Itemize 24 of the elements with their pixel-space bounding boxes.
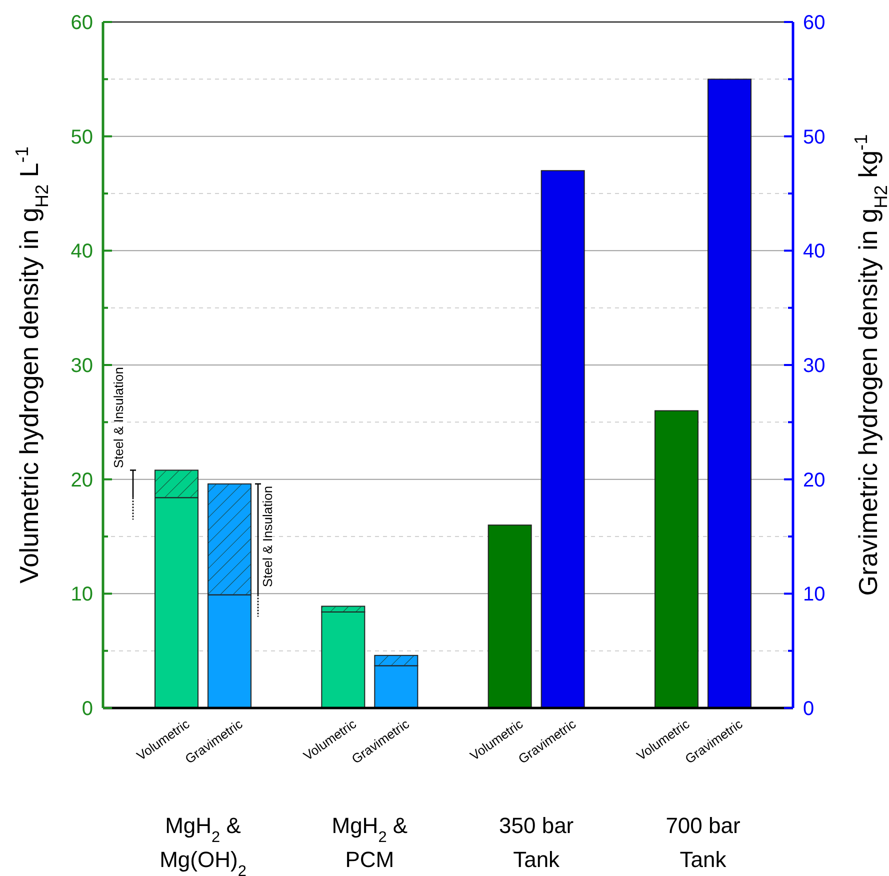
text: Steel & Insulation	[260, 486, 275, 588]
y2-tick-label: 20	[803, 469, 826, 492]
y2-tick-label: 30	[803, 355, 826, 377]
y2-tick-label: 50	[803, 126, 826, 148]
y-tick-label: 0	[82, 698, 93, 720]
bar	[654, 410, 698, 708]
bar	[540, 170, 585, 708]
x-tick-label: MgH$_{2}$ & Mg(OH)$_{2}$	[160, 813, 246, 876]
y-tick-label: 40	[70, 240, 93, 263]
bar	[708, 78, 752, 708]
x-tick-label: MgH$_{2}$ & PCM	[332, 813, 408, 872]
y2-tick-label: 40	[803, 240, 826, 263]
y-tick-label: 30	[70, 355, 93, 377]
y-tick-label: 50	[70, 126, 93, 148]
text: Steel & Insulation	[111, 367, 126, 468]
y-tick-label: 60	[70, 12, 93, 34]
bar	[488, 524, 532, 708]
y2-tick-label: 60	[803, 12, 826, 34]
y2-tick-label: 10	[803, 584, 826, 606]
x-tick-label: 700 bar Tank	[666, 813, 740, 872]
y2-tick-label: 0	[803, 698, 814, 720]
x-tick-label: 350 bar Tank	[499, 813, 574, 872]
y-tick-label: 10	[70, 584, 93, 606]
y-tick-label: 20	[70, 469, 93, 492]
